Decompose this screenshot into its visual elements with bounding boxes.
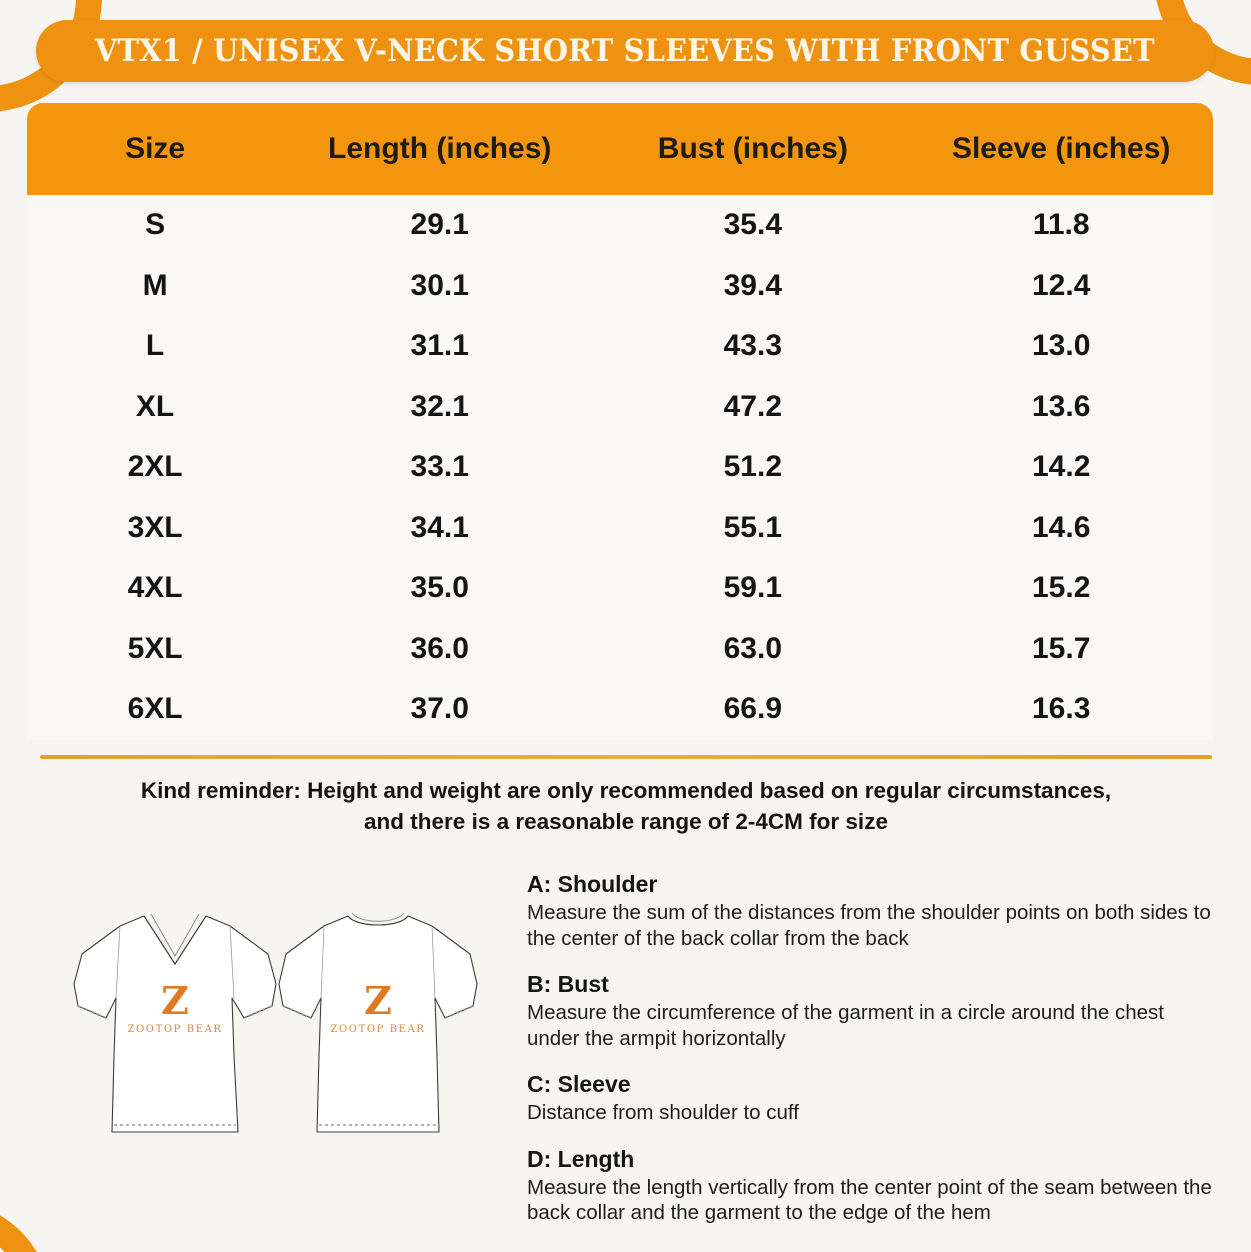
cell-sleeve: 13.6 xyxy=(909,376,1213,437)
guide-title-bust: B: Bust xyxy=(527,971,609,997)
cell-sleeve: 11.8 xyxy=(909,195,1213,256)
brand-name-text: ZOOTOP BEAR xyxy=(330,1024,425,1035)
size-chart-table-wrapper: Size Length (inches) Bust (inches) Sleev… xyxy=(27,103,1213,740)
cell-sleeve: 15.7 xyxy=(909,618,1213,679)
table-row: M 30.1 39.4 12.4 xyxy=(27,255,1213,316)
guide-block-shoulder: A: Shoulder Measure the sum of the dista… xyxy=(527,870,1221,951)
guide-block-bust: B: Bust Measure the circumference of the… xyxy=(527,970,1221,1051)
t-shirt-front-view: Z ZOOTOP BEAR xyxy=(73,913,277,1133)
cell-size: XL xyxy=(27,376,284,437)
cell-bust: 66.9 xyxy=(596,679,910,740)
cell-size: 5XL xyxy=(27,618,284,679)
title-banner: VTX1 / UNISEX V-NECK SHORT SLEEVES WITH … xyxy=(36,20,1214,82)
cell-size: S xyxy=(27,195,284,256)
column-header-length: Length (inches) xyxy=(328,132,552,165)
cell-bust: 35.4 xyxy=(596,195,910,256)
guide-desc-length: Measure the length vertically from the c… xyxy=(527,1175,1212,1225)
cell-size: M xyxy=(27,255,284,316)
cell-length: 31.1 xyxy=(283,316,597,377)
section-divider xyxy=(40,755,1212,759)
cell-sleeve: 14.6 xyxy=(909,497,1213,558)
brand-mark-icon: Z xyxy=(364,978,392,1023)
table-row: 6XL 37.0 66.9 16.3 xyxy=(27,679,1213,740)
cell-size: 6XL xyxy=(27,679,284,740)
table-row: 3XL 34.1 55.1 14.6 xyxy=(27,497,1213,558)
guide-block-sleeve: C: Sleeve Distance from shoulder to cuff xyxy=(527,1070,1221,1126)
guide-title-shoulder: A: Shoulder xyxy=(527,871,658,897)
guide-desc-shoulder: Measure the sum of the distances from th… xyxy=(527,901,1211,950)
table-row: L 31.1 43.3 13.0 xyxy=(27,316,1213,377)
kind-reminder-note: Kind reminder: Height and weight are onl… xyxy=(60,775,1192,837)
table-row: 5XL 36.0 63.0 15.7 xyxy=(27,618,1213,679)
cell-bust: 47.2 xyxy=(596,376,910,437)
cell-size: 4XL xyxy=(27,558,284,619)
cell-length: 35.0 xyxy=(283,558,597,619)
column-header-size: Size xyxy=(125,132,186,165)
guide-title-length: D: Length xyxy=(527,1145,635,1172)
cell-length: 32.1 xyxy=(283,376,597,437)
cell-bust: 51.2 xyxy=(596,437,910,498)
cell-length: 30.1 xyxy=(283,255,597,316)
size-chart-table: Size Length (inches) Bust (inches) Sleev… xyxy=(27,103,1213,740)
cell-size: 3XL xyxy=(27,497,284,558)
cell-bust: 63.0 xyxy=(596,618,910,679)
reminder-line-2: and there is a reasonable range of 2-4CM… xyxy=(364,809,888,834)
column-header-sleeve: Sleeve (inches) xyxy=(951,132,1171,165)
table-row: 4XL 35.0 59.1 15.2 xyxy=(27,558,1213,619)
shirt-illustrations: Z ZOOTOP BEAR Z ZOOTOP BEAR xyxy=(0,858,510,1252)
brand-name-text: ZOOTOP BEAR xyxy=(127,1024,222,1035)
cell-bust: 43.3 xyxy=(596,316,910,377)
reminder-line-1: Kind reminder: Height and weight are onl… xyxy=(140,778,1112,803)
guide-desc-bust: Measure the circumference of the garment… xyxy=(527,1001,1164,1050)
measurement-guide: A: Shoulder Measure the sum of the dista… xyxy=(510,858,1251,1252)
cell-sleeve: 13.0 xyxy=(909,316,1213,377)
guide-block-length: D: Length Measure the length vertically … xyxy=(527,1145,1221,1226)
cell-length: 29.1 xyxy=(283,195,597,256)
bottom-section: Z ZOOTOP BEAR Z ZOOTOP BEAR A: Shoulder … xyxy=(0,858,1251,1252)
cell-bust: 55.1 xyxy=(596,497,910,558)
cell-sleeve: 14.2 xyxy=(909,437,1213,498)
table-body: S 29.1 35.4 11.8 M 30.1 39.4 12.4 L 31.1… xyxy=(27,195,1213,740)
cell-bust: 39.4 xyxy=(596,255,910,316)
guide-title-sleeve: C: Sleeve xyxy=(527,1071,631,1097)
cell-size: L xyxy=(27,316,284,377)
cell-length: 37.0 xyxy=(283,679,597,740)
table-row: 2XL 33.1 51.2 14.2 xyxy=(27,437,1213,498)
cell-sleeve: 15.2 xyxy=(909,558,1213,619)
cell-sleeve: 16.3 xyxy=(909,679,1213,740)
table-row: S 29.1 35.4 11.8 xyxy=(27,195,1213,256)
cell-size: 2XL xyxy=(27,437,284,498)
cell-length: 33.1 xyxy=(283,437,597,498)
table-header: Size Length (inches) Bust (inches) Sleev… xyxy=(27,103,1213,195)
table-row: XL 32.1 47.2 13.6 xyxy=(27,376,1213,437)
brand-mark-icon: Z xyxy=(161,978,189,1023)
page-title: VTX1 / UNISEX V-NECK SHORT SLEEVES WITH … xyxy=(95,33,1155,69)
table-header-row: Size Length (inches) Bust (inches) Sleev… xyxy=(27,103,1213,195)
cell-sleeve: 12.4 xyxy=(909,255,1213,316)
cell-length: 36.0 xyxy=(283,618,597,679)
cell-bust: 59.1 xyxy=(596,558,910,619)
t-shirt-back-view: Z ZOOTOP BEAR xyxy=(278,912,478,1133)
cell-length: 34.1 xyxy=(283,497,597,558)
guide-desc-sleeve: Distance from shoulder to cuff xyxy=(527,1101,799,1124)
column-header-bust: Bust (inches) xyxy=(657,132,848,165)
